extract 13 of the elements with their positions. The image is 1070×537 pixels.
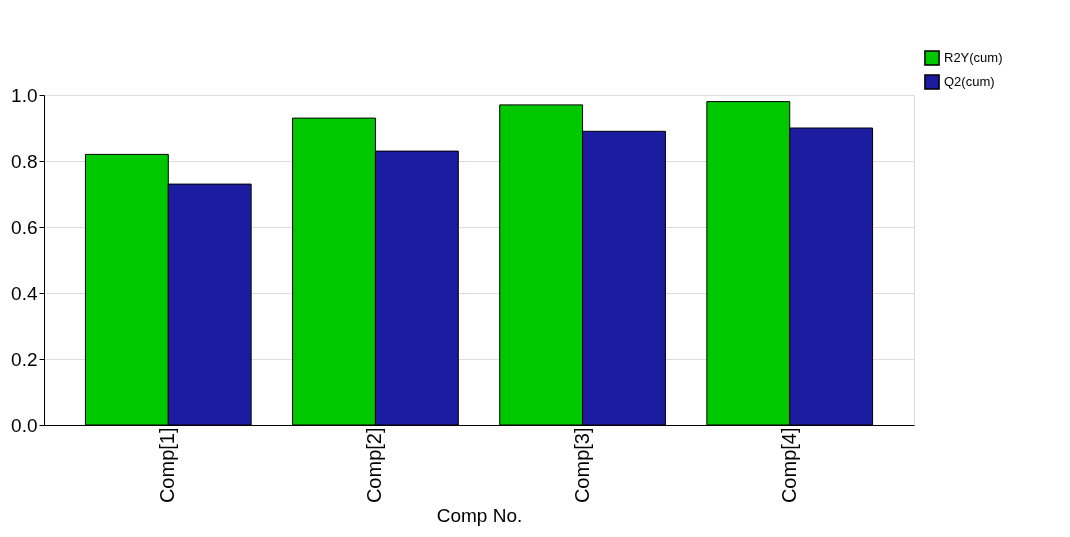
- x-tick-label: Comp[4]: [777, 427, 800, 504]
- legend-label: Q2(cum): [944, 74, 995, 89]
- y-tick-label: 0.2: [11, 348, 38, 370]
- x-tick-label: Comp[3]: [570, 427, 593, 504]
- y-tick-label: 0.4: [11, 282, 38, 304]
- y-tick-label: 0.8: [11, 150, 38, 172]
- y-tick-label: 0.0: [11, 414, 38, 436]
- legend-label: R2Y(cum): [944, 50, 1003, 65]
- y-tick-label: 1.0: [11, 84, 38, 106]
- x-tick-label: Comp[2]: [363, 427, 386, 504]
- x-axis-title: Comp No.: [436, 505, 523, 527]
- y-tick-label: 0.6: [11, 216, 38, 238]
- x-tick-label: Comp[1]: [156, 427, 179, 504]
